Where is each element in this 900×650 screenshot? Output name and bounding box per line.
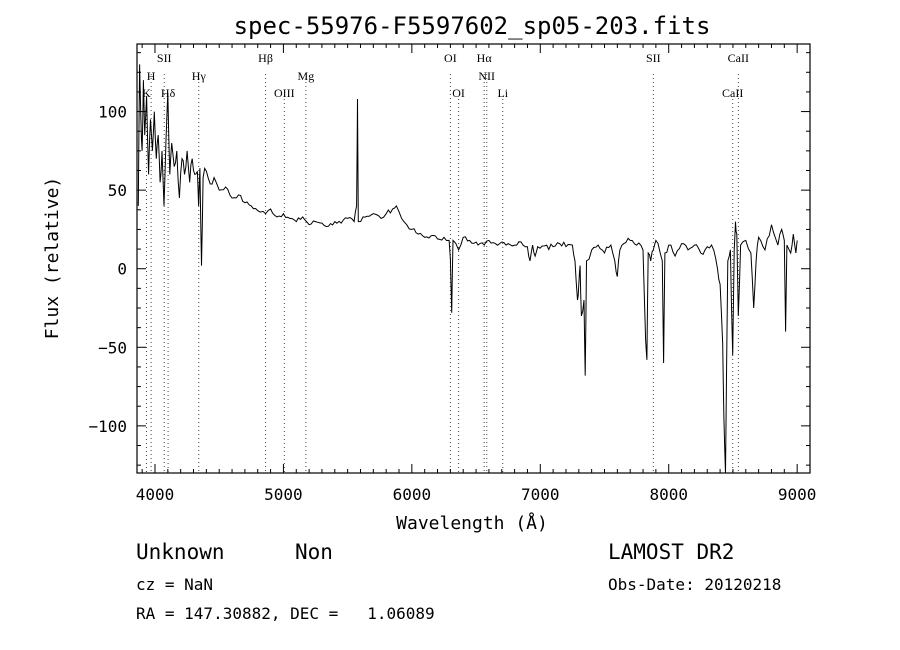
line-label: Li: [497, 86, 508, 100]
chart-title: spec-55976-F5597602_sp05-203.fits: [234, 12, 711, 40]
class-label: Unknown: [136, 540, 225, 564]
line-label: Hα: [477, 51, 493, 65]
x-tick-label: 8000: [649, 485, 688, 504]
x-tick-label: 9000: [778, 485, 817, 504]
y-tick-label: −100: [88, 417, 127, 436]
line-label: CaII: [728, 51, 749, 65]
plot-frame: [136, 43, 811, 474]
y-tick-label: 100: [98, 103, 127, 122]
x-axis-label: Wavelength (Å): [396, 512, 548, 534]
x-tick-label: 4000: [136, 485, 175, 504]
line-label: OIII: [274, 86, 295, 100]
y-tick-label: −50: [98, 338, 127, 357]
line-label: SII: [646, 51, 661, 65]
line-label: H: [147, 69, 156, 83]
x-tick-label: 7000: [521, 485, 560, 504]
redshift-text: cz = NaN: [136, 575, 214, 594]
line-label: OI: [444, 51, 457, 65]
y-tick-label: 50: [108, 181, 127, 200]
line-label: K: [142, 86, 151, 100]
subclass-label: Non: [295, 540, 333, 564]
obs-date-text: Obs-Date: 20120218: [608, 575, 782, 594]
line-label: NII: [478, 69, 495, 83]
line-label: Hβ: [258, 51, 273, 65]
line-label: SII: [157, 51, 172, 65]
survey-label: LAMOST DR2: [608, 540, 735, 564]
y-axis-label: Flux (relative): [42, 177, 63, 340]
coordinates-text: RA = 147.30882, DEC = 1.06089: [136, 604, 435, 623]
line-label: OI: [452, 86, 465, 100]
line-label: Mg: [298, 69, 315, 83]
line-label: CaII: [722, 86, 743, 100]
y-tick-label: 0: [117, 260, 127, 279]
y-axis-ticks: −100 −50 0 50 100: [88, 52, 810, 466]
spectrum-series: [137, 64, 798, 474]
x-tick-label: 6000: [393, 485, 432, 504]
x-axis-ticks: 4000 5000 6000 7000 8000 9000: [136, 44, 817, 504]
x-tick-label: 5000: [264, 485, 303, 504]
line-label: Hγ: [192, 69, 207, 83]
